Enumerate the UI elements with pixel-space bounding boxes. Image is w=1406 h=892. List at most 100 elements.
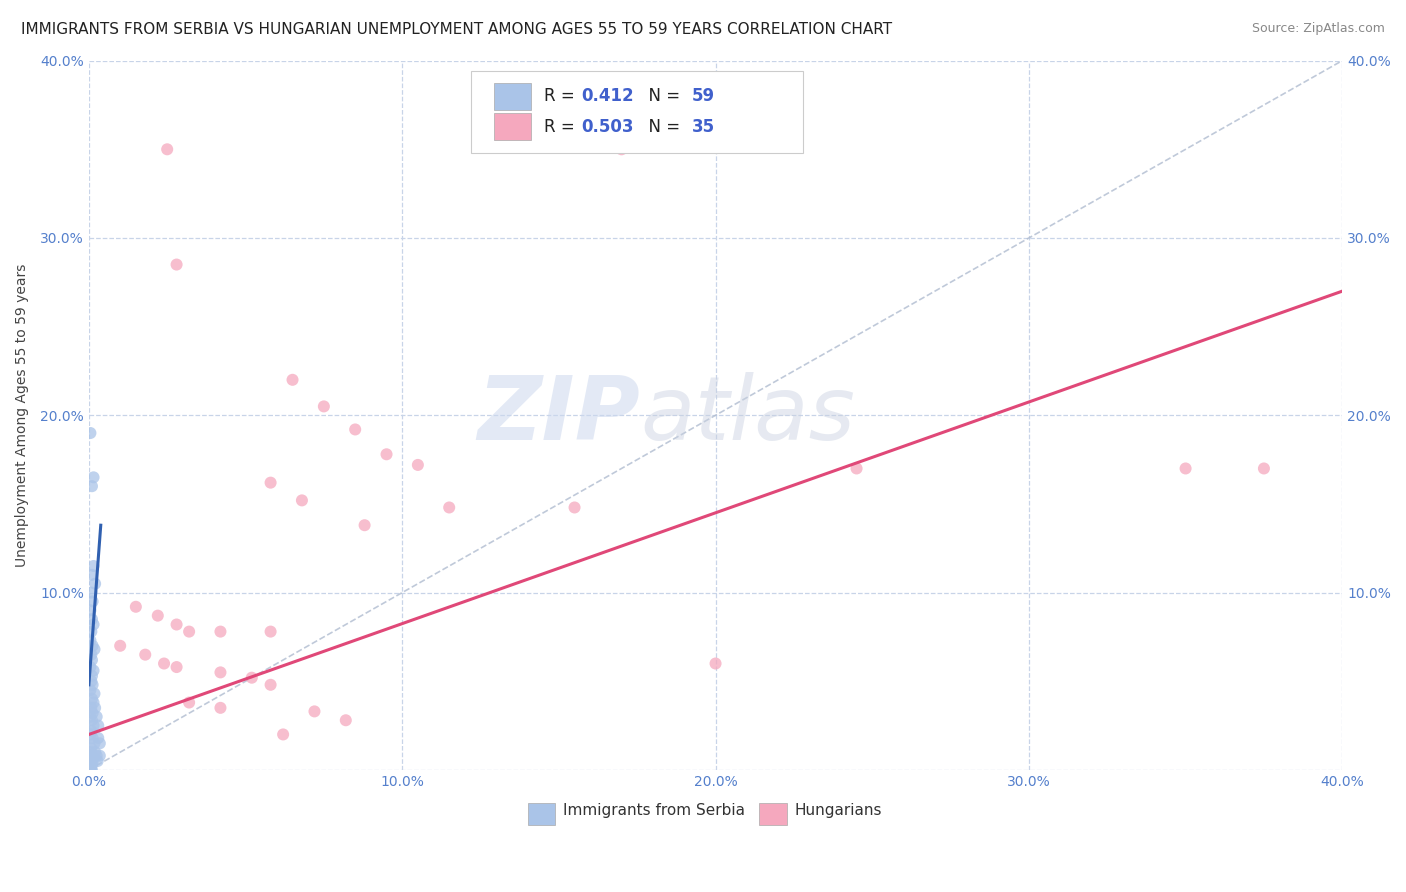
Point bbox=[87, 718, 110, 732]
Point bbox=[80, 669, 103, 683]
Point bbox=[79, 745, 101, 759]
Y-axis label: Unemployment Among Ages 55 to 59 years: Unemployment Among Ages 55 to 59 years bbox=[15, 263, 30, 567]
Point bbox=[1253, 461, 1275, 475]
Text: 0.412: 0.412 bbox=[582, 87, 634, 105]
FancyBboxPatch shape bbox=[759, 803, 787, 825]
Point bbox=[80, 763, 103, 777]
Point bbox=[80, 648, 103, 662]
Point bbox=[437, 500, 460, 515]
Point bbox=[240, 671, 263, 685]
Point bbox=[80, 653, 103, 667]
Point bbox=[86, 709, 108, 723]
Point bbox=[153, 657, 176, 671]
Point bbox=[146, 608, 169, 623]
Point bbox=[179, 696, 201, 710]
Point bbox=[134, 648, 156, 662]
Text: 0.503: 0.503 bbox=[582, 118, 634, 136]
Text: N =: N = bbox=[638, 87, 685, 105]
Point bbox=[80, 624, 103, 639]
Point bbox=[84, 576, 107, 591]
Text: R =: R = bbox=[544, 118, 579, 136]
Point bbox=[209, 665, 232, 680]
Point bbox=[80, 723, 103, 738]
Point bbox=[166, 258, 188, 272]
FancyBboxPatch shape bbox=[527, 803, 555, 825]
Point bbox=[79, 763, 101, 777]
Point bbox=[79, 425, 101, 440]
Point bbox=[80, 713, 103, 727]
Point bbox=[335, 713, 357, 727]
Point bbox=[166, 660, 188, 674]
Point bbox=[166, 617, 188, 632]
Point bbox=[375, 447, 398, 461]
Point bbox=[79, 603, 101, 617]
Point bbox=[406, 458, 429, 472]
Point bbox=[353, 518, 375, 533]
Text: Hungarians: Hungarians bbox=[794, 803, 882, 818]
Text: ZIP: ZIP bbox=[478, 372, 640, 458]
FancyBboxPatch shape bbox=[494, 113, 531, 140]
Point bbox=[156, 142, 179, 156]
Point bbox=[80, 748, 103, 763]
Point bbox=[83, 664, 105, 678]
Point bbox=[82, 594, 104, 608]
Point bbox=[83, 718, 105, 732]
Point bbox=[89, 748, 111, 763]
Point bbox=[80, 763, 103, 777]
Point bbox=[82, 678, 104, 692]
Text: Immigrants from Serbia: Immigrants from Serbia bbox=[562, 803, 745, 818]
Point bbox=[84, 701, 107, 715]
Point bbox=[83, 642, 105, 657]
Point bbox=[610, 142, 633, 156]
FancyBboxPatch shape bbox=[471, 71, 803, 153]
Text: atlas: atlas bbox=[640, 372, 855, 458]
Point bbox=[79, 727, 101, 741]
Point bbox=[79, 761, 101, 775]
Point bbox=[83, 617, 105, 632]
Point bbox=[80, 701, 103, 715]
Point bbox=[108, 639, 131, 653]
Point bbox=[82, 706, 104, 721]
Point bbox=[82, 639, 104, 653]
Point bbox=[291, 493, 314, 508]
Point bbox=[89, 736, 111, 750]
Point bbox=[259, 678, 281, 692]
Point bbox=[259, 475, 281, 490]
Point bbox=[80, 754, 103, 768]
Point bbox=[179, 624, 201, 639]
Point bbox=[344, 422, 367, 436]
Text: 59: 59 bbox=[692, 87, 714, 105]
Point bbox=[79, 759, 101, 773]
Point bbox=[125, 599, 148, 614]
Point bbox=[312, 400, 335, 414]
Point bbox=[83, 750, 105, 764]
Point bbox=[79, 660, 101, 674]
Point bbox=[80, 741, 103, 756]
Point bbox=[80, 759, 103, 773]
Point bbox=[83, 736, 105, 750]
Point bbox=[304, 705, 326, 719]
Point bbox=[79, 757, 101, 772]
Point bbox=[845, 461, 868, 475]
Point bbox=[86, 754, 108, 768]
Text: 35: 35 bbox=[692, 118, 714, 136]
Point bbox=[259, 624, 281, 639]
Point bbox=[281, 373, 304, 387]
Point bbox=[564, 500, 586, 515]
Point bbox=[79, 752, 101, 766]
Point bbox=[83, 696, 105, 710]
Point bbox=[86, 748, 108, 763]
Point bbox=[80, 692, 103, 706]
Point bbox=[704, 657, 727, 671]
Point bbox=[87, 731, 110, 745]
Point bbox=[82, 731, 104, 745]
Point bbox=[83, 687, 105, 701]
Point bbox=[80, 674, 103, 689]
Point bbox=[83, 559, 105, 574]
Point bbox=[79, 709, 101, 723]
Text: IMMIGRANTS FROM SERBIA VS HUNGARIAN UNEMPLOYMENT AMONG AGES 55 TO 59 YEARS CORRE: IMMIGRANTS FROM SERBIA VS HUNGARIAN UNEM… bbox=[21, 22, 893, 37]
Point bbox=[80, 585, 103, 599]
Point bbox=[79, 633, 101, 648]
Point bbox=[1174, 461, 1197, 475]
FancyBboxPatch shape bbox=[494, 83, 531, 110]
